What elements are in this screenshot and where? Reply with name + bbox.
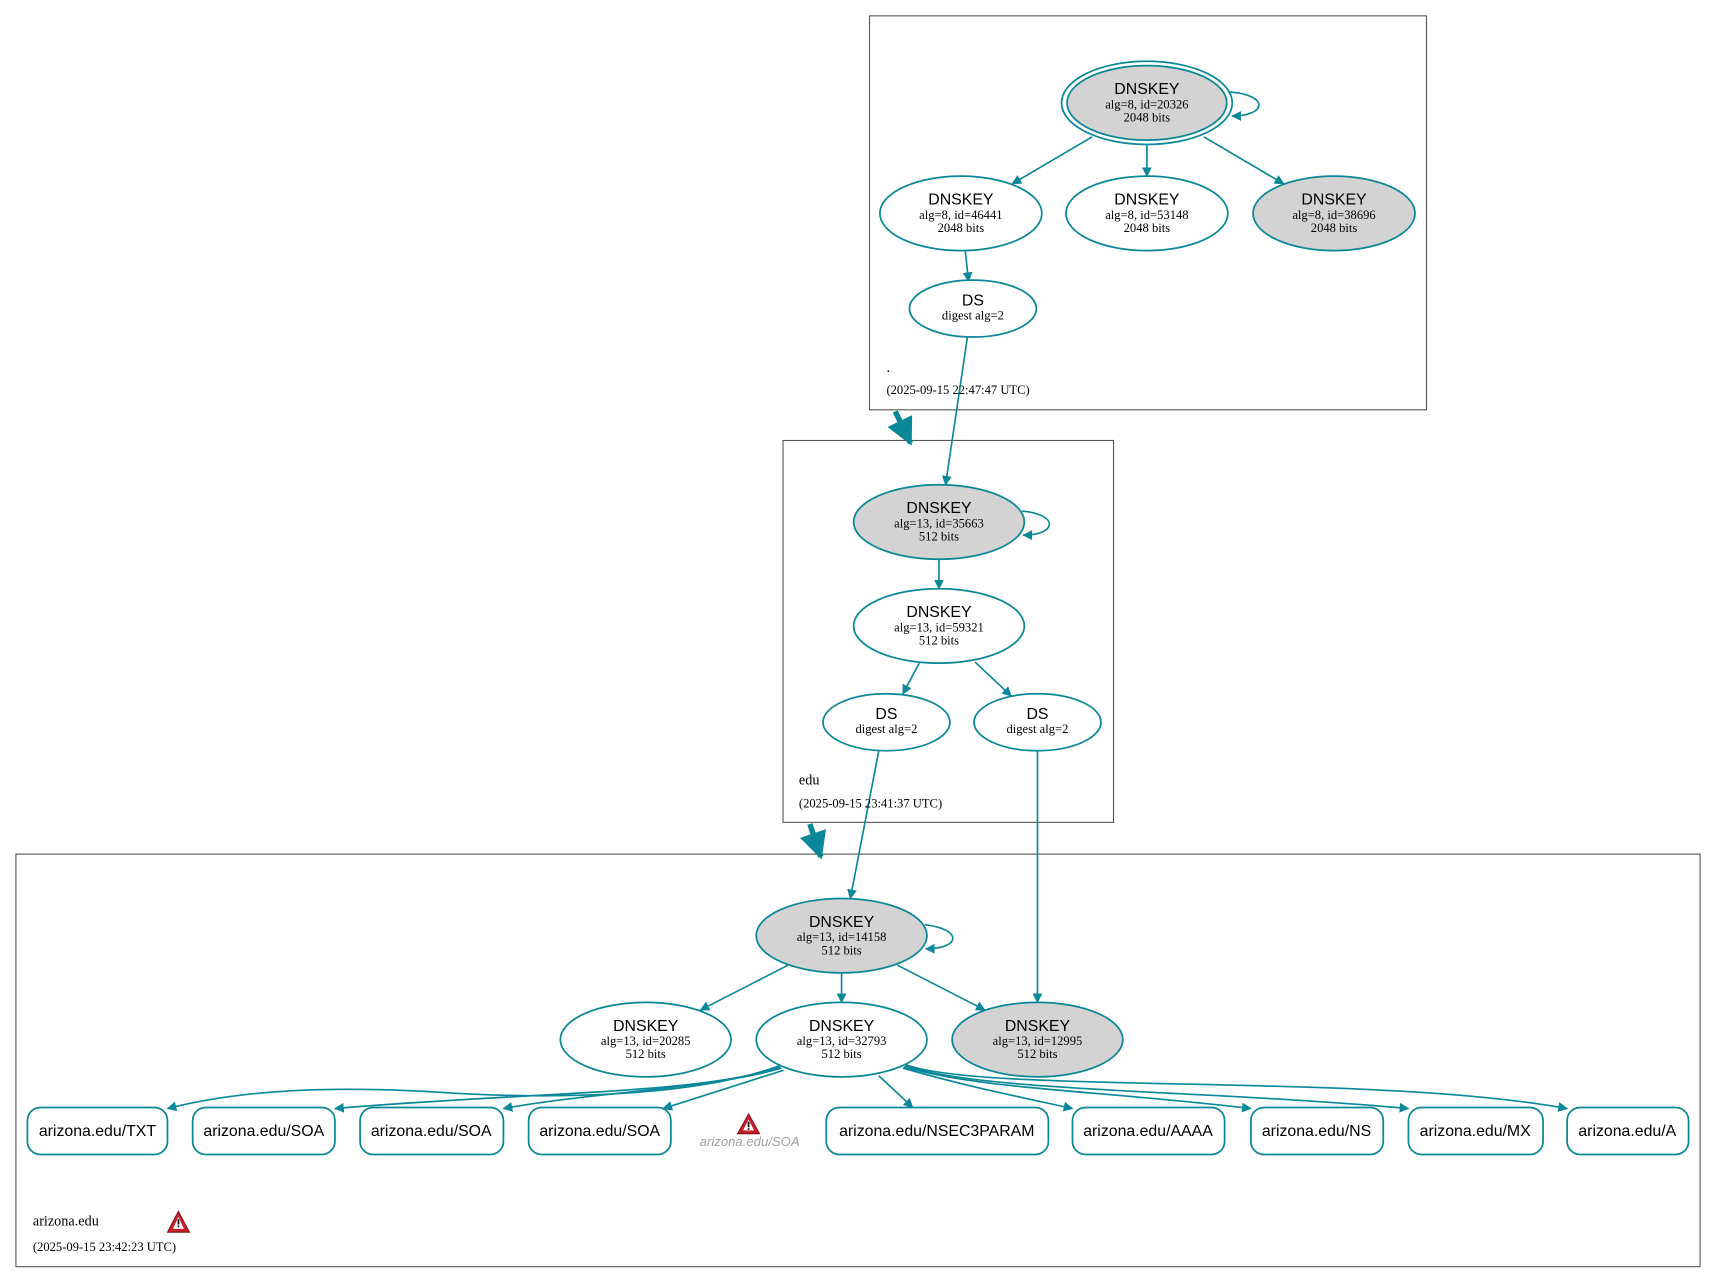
dnskey-node-12995[interactable]: DNSKEY alg=13, id=12995 512 bits <box>951 1001 1124 1078</box>
node-type: DNSKEY <box>1301 192 1367 209</box>
node-bits: 512 bits <box>919 634 959 648</box>
dnskey-node-38696[interactable]: DNSKEY alg=8, id=38696 2048 bits <box>1252 175 1416 252</box>
warning-triangle-icon[interactable] <box>166 1210 191 1233</box>
node-alg-id: alg=8, id=46441 <box>919 208 1002 222</box>
dnskey-node-53148[interactable]: DNSKEY alg=8, id=53148 2048 bits <box>1065 175 1229 252</box>
record-label: arizona.edu/A <box>1578 1123 1676 1140</box>
node-bits: 2048 bits <box>938 221 985 235</box>
record-label: arizona.edu/NS <box>1262 1123 1371 1140</box>
delegation-arrow-edu-arizona <box>800 823 826 860</box>
delegation-arrow-root-edu <box>887 410 913 446</box>
ds-node-edu-1[interactable]: DS digest alg=2 <box>822 692 951 752</box>
node-type: DNSKEY <box>1114 192 1180 209</box>
dnskey-node-14158[interactable]: DNSKEY alg=13, id=14158 512 bits <box>755 897 928 974</box>
edges <box>166 91 1569 1113</box>
ds-node-root[interactable]: DS digest alg=2 <box>908 279 1038 338</box>
node-alg-id: alg=13, id=14158 <box>797 930 887 944</box>
record-a[interactable]: arizona.edu/A <box>1566 1106 1690 1156</box>
record-soa-3[interactable]: arizona.edu/SOA <box>527 1106 672 1156</box>
record-soa-warning[interactable]: arizona.edu/SOA <box>700 1112 800 1149</box>
dnskey-node-20326[interactable]: DNSKEY alg=8, id=20326 2048 bits <box>1060 60 1234 146</box>
node-type: DNSKEY <box>613 1018 679 1035</box>
node-alg-id: alg=8, id=53148 <box>1105 208 1188 222</box>
record-label: arizona.edu/SOA <box>203 1123 324 1140</box>
node-alg-id: alg=13, id=12995 <box>993 1034 1083 1048</box>
node-alg-id: alg=13, id=20285 <box>601 1034 691 1048</box>
node-bits: 512 bits <box>626 1047 666 1061</box>
record-nsec3param[interactable]: arizona.edu/NSEC3PARAM <box>825 1106 1050 1156</box>
warning-triangle-icon <box>736 1112 761 1135</box>
dnskey-node-32793[interactable]: DNSKEY alg=13, id=32793 512 bits <box>755 1001 928 1078</box>
record-soa-1[interactable]: arizona.edu/SOA <box>191 1106 336 1156</box>
record-txt[interactable]: arizona.edu/TXT <box>26 1106 169 1156</box>
record-label: arizona.edu/TXT <box>39 1123 157 1140</box>
record-label: arizona.edu/SOA <box>371 1123 492 1140</box>
record-aaaa[interactable]: arizona.edu/AAAA <box>1071 1106 1226 1156</box>
node-digest: digest alg=2 <box>1006 722 1068 736</box>
record-label: arizona.edu/SOA <box>539 1123 660 1140</box>
node-type: DNSKEY <box>906 604 972 621</box>
node-type: DS <box>875 706 897 723</box>
node-digest: digest alg=2 <box>855 722 917 736</box>
node-bits: 512 bits <box>1017 1047 1057 1061</box>
record-soa-2[interactable]: arizona.edu/SOA <box>359 1106 505 1156</box>
node-alg-id: alg=13, id=59321 <box>894 620 984 634</box>
node-bits: 2048 bits <box>1124 110 1171 124</box>
node-bits: 2048 bits <box>1311 221 1358 235</box>
node-type: DS <box>962 292 984 309</box>
dnskey-node-59321[interactable]: DNSKEY alg=13, id=59321 512 bits <box>852 587 1026 665</box>
zone-name-arizona: arizona.edu <box>33 1214 99 1230</box>
record-label: arizona.edu/NSEC3PARAM <box>839 1123 1034 1140</box>
node-bits: 2048 bits <box>1124 221 1171 235</box>
node-bits: 512 bits <box>919 530 959 544</box>
zone-date-edu: (2025-09-15 23:41:37 UTC) <box>799 797 942 811</box>
zone-date-root: (2025-09-15 22:47:47 UTC) <box>886 383 1029 397</box>
node-type: DS <box>1026 706 1048 723</box>
node-alg-id: alg=13, id=32793 <box>797 1034 887 1048</box>
dnskey-node-46441[interactable]: DNSKEY alg=8, id=46441 2048 bits <box>879 175 1043 252</box>
ds-node-edu-2[interactable]: DS digest alg=2 <box>973 692 1102 752</box>
node-bits: 512 bits <box>821 1047 861 1061</box>
node-type: DNSKEY <box>809 914 875 931</box>
node-bits: 512 bits <box>821 943 861 957</box>
node-type: DNSKEY <box>906 500 972 517</box>
record-mx[interactable]: arizona.edu/MX <box>1407 1106 1544 1156</box>
node-type: DNSKEY <box>809 1018 875 1035</box>
zone-name-root: . <box>886 360 890 376</box>
record-label: arizona.edu/AAAA <box>1083 1123 1213 1140</box>
node-alg-id: alg=8, id=20326 <box>1105 97 1188 111</box>
node-alg-id: alg=13, id=35663 <box>894 516 984 530</box>
node-alg-id: alg=8, id=38696 <box>1292 208 1375 222</box>
zone-date-arizona: (2025-09-15 23:42:23 UTC) <box>33 1240 176 1254</box>
node-type: DNSKEY <box>1114 81 1180 98</box>
node-type: DNSKEY <box>928 192 994 209</box>
dnskey-node-35663[interactable]: DNSKEY alg=13, id=35663 512 bits <box>852 483 1026 561</box>
record-label: arizona.edu/SOA <box>700 1134 800 1149</box>
dnskey-node-20285[interactable]: DNSKEY alg=13, id=20285 512 bits <box>559 1001 732 1078</box>
record-label: arizona.edu/MX <box>1420 1123 1531 1140</box>
node-digest: digest alg=2 <box>942 309 1004 323</box>
record-ns[interactable]: arizona.edu/NS <box>1249 1106 1385 1156</box>
node-type: DNSKEY <box>1005 1018 1071 1035</box>
zone-name-edu: edu <box>799 773 820 789</box>
